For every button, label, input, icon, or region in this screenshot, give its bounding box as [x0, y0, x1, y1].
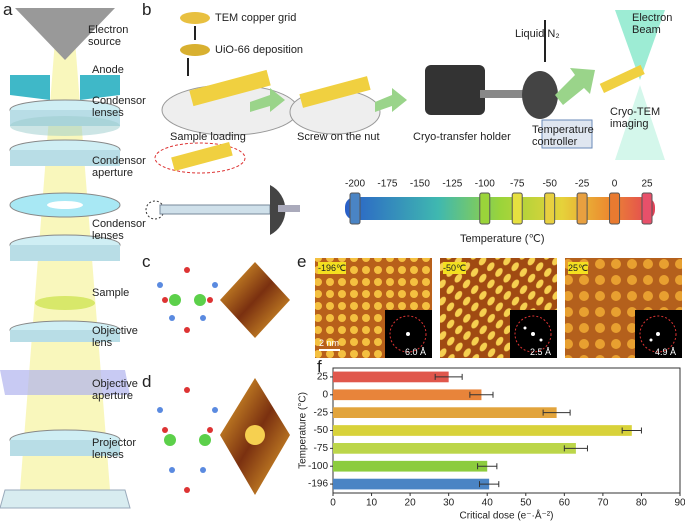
microscope-label: Sample [92, 287, 130, 299]
scale-bar-label: 2 nm [319, 338, 340, 348]
x-tick-label: 10 [366, 498, 378, 509]
workflow-step: Cryo-TEM imaging [610, 106, 661, 130]
framework-images [157, 262, 290, 495]
workflow-step: Screw on the nut [297, 131, 380, 143]
x-tick-label: 40 [482, 498, 494, 509]
bar [333, 425, 632, 436]
lattice-spacing: 6.0 Å [405, 347, 427, 357]
microscope-label: Objective aperture [92, 378, 138, 402]
y-tick-label: -100 [308, 461, 328, 472]
x-axis-label: Critical dose (e⁻·Å⁻²) [460, 509, 554, 522]
x-tick-label: 50 [520, 498, 532, 509]
microscope-label: Condensor aperture [92, 155, 146, 179]
temperature-tick-label: 0 [612, 179, 618, 190]
temperature-tick-label: 25 [641, 179, 653, 190]
y-tick-label: 0 [322, 389, 328, 400]
error-bar [477, 463, 498, 470]
y-tick-label: -75 [314, 443, 329, 454]
bar [333, 443, 576, 454]
x-tick-label: 70 [597, 498, 609, 509]
panel-label: c [142, 252, 151, 271]
panel-label: f [317, 357, 322, 376]
temperature-marker [641, 192, 653, 225]
error-bar [542, 409, 571, 416]
microscope-label: Electron source [88, 24, 129, 48]
x-tick-label: 30 [443, 498, 455, 509]
y-axis-label: Temperature (°C) [298, 392, 309, 469]
microscope-label: Anode [92, 64, 124, 76]
bar [333, 371, 449, 383]
temperature-tick-label: -125 [442, 179, 462, 190]
panel-label: b [142, 0, 152, 19]
temperature-tick-label: -150 [410, 179, 430, 190]
lattice-spacing: 4.9 Å [655, 347, 677, 357]
bar [333, 478, 490, 490]
y-tick-label: -196 [308, 479, 328, 490]
x-tick-label: 90 [674, 498, 685, 509]
temperature-bar-label: Temperature (℃) [460, 233, 545, 245]
microscope-schematic [0, 8, 131, 509]
x-tick-label: 80 [636, 498, 648, 509]
temperature-markers: -200 -175 -150 -125 -100 -75 -50 -25 0 25 [345, 179, 653, 225]
workflow-label: Electron Beam [632, 12, 673, 36]
error-bar [621, 427, 642, 434]
image-temperature: -196℃ [318, 262, 347, 274]
y-tick-label: -50 [314, 425, 329, 436]
error-bar [479, 481, 500, 488]
temperature-tick-label: -25 [575, 179, 590, 190]
bar [333, 407, 557, 418]
hrtem-images [315, 258, 682, 358]
workflow-label: UiO-66 deposition [215, 44, 304, 56]
microscope-label: Condensor lenses [92, 95, 146, 119]
temperature-tick-label: -175 [377, 179, 397, 190]
workflow-step: Sample loading [170, 131, 246, 143]
lattice-spacing: 2.5 Å [530, 347, 552, 357]
temperature-tick-label: -200 [345, 179, 365, 190]
error-bar [469, 391, 494, 398]
error-bar [563, 445, 588, 452]
panel-label: a [3, 0, 13, 19]
temperature-tick-label: -100 [475, 179, 495, 190]
error-bar [434, 373, 463, 380]
temperature-tick-label: -75 [510, 179, 525, 190]
workflow-label: TEM copper grid [215, 12, 297, 24]
temperature-marker [479, 192, 491, 225]
y-tick-label: 25 [317, 372, 329, 383]
microscope-label: Condensor lenses [92, 218, 146, 242]
image-temperature: 25℃ [568, 262, 589, 274]
panel-label: e [297, 252, 307, 271]
microscope-label: Projector lenses [92, 437, 137, 461]
critical-dose-chart: 0 10 20 30 40 50 60 70 80 90 Critical dose (e⁻·Å⁻²… [298, 367, 685, 522]
temperature-tick-label: -50 [542, 179, 557, 190]
temperature-marker [511, 192, 523, 225]
temperature-marker [576, 192, 588, 225]
bar [333, 389, 482, 401]
temperature-marker [349, 192, 361, 225]
y-tick-label: -25 [314, 407, 329, 418]
bar [333, 460, 488, 472]
temperature-marker [609, 192, 621, 225]
x-tick-label: 60 [559, 498, 571, 509]
workflow-graphics: -200 -175 -150 -125 -100 -75 -50 -25 0 25 [145, 10, 665, 235]
x-tick-label: 20 [405, 498, 417, 509]
workflow-label: Liquid N₂ [515, 28, 560, 40]
workflow-step: Temperature controller [532, 124, 594, 148]
x-tick-label: 0 [330, 498, 336, 509]
microscope-label: Objective lens [92, 325, 138, 349]
image-temperature: -50℃ [443, 262, 467, 274]
panel-label: d [142, 372, 152, 391]
temperature-marker [544, 192, 556, 225]
workflow-step: Cryo-transfer holder [413, 131, 511, 143]
